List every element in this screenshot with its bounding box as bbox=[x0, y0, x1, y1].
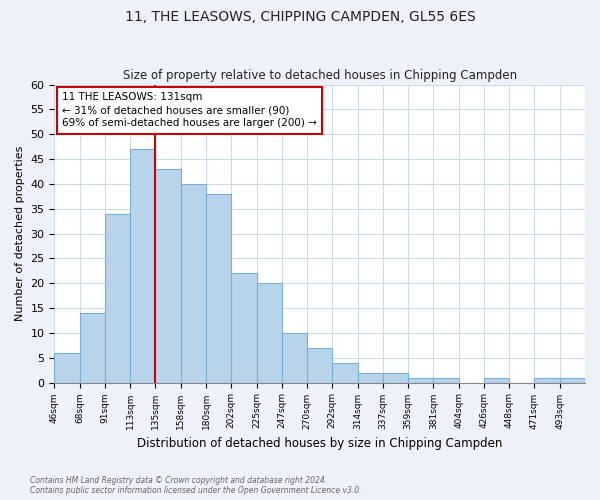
Bar bbox=[155, 169, 181, 382]
Text: Contains HM Land Registry data © Crown copyright and database right 2024.
Contai: Contains HM Land Registry data © Crown c… bbox=[30, 476, 361, 495]
Bar bbox=[433, 378, 458, 382]
Bar bbox=[560, 378, 585, 382]
Y-axis label: Number of detached properties: Number of detached properties bbox=[15, 146, 25, 322]
Bar bbox=[484, 378, 509, 382]
Bar bbox=[206, 194, 231, 382]
Text: 11, THE LEASOWS, CHIPPING CAMPDEN, GL55 6ES: 11, THE LEASOWS, CHIPPING CAMPDEN, GL55 … bbox=[125, 10, 475, 24]
Bar bbox=[130, 149, 155, 382]
Bar bbox=[383, 372, 408, 382]
Text: 11 THE LEASOWS: 131sqm
← 31% of detached houses are smaller (90)
69% of semi-det: 11 THE LEASOWS: 131sqm ← 31% of detached… bbox=[62, 92, 317, 128]
Title: Size of property relative to detached houses in Chipping Campden: Size of property relative to detached ho… bbox=[122, 69, 517, 82]
Bar bbox=[181, 184, 206, 382]
Bar bbox=[80, 313, 105, 382]
X-axis label: Distribution of detached houses by size in Chipping Campden: Distribution of detached houses by size … bbox=[137, 437, 502, 450]
Bar bbox=[105, 214, 130, 382]
Bar bbox=[358, 372, 383, 382]
Bar bbox=[332, 362, 358, 382]
Bar bbox=[535, 378, 560, 382]
Bar bbox=[257, 283, 282, 382]
Bar bbox=[282, 333, 307, 382]
Bar bbox=[307, 348, 332, 382]
Bar bbox=[231, 274, 257, 382]
Bar bbox=[55, 353, 80, 382]
Bar bbox=[408, 378, 433, 382]
